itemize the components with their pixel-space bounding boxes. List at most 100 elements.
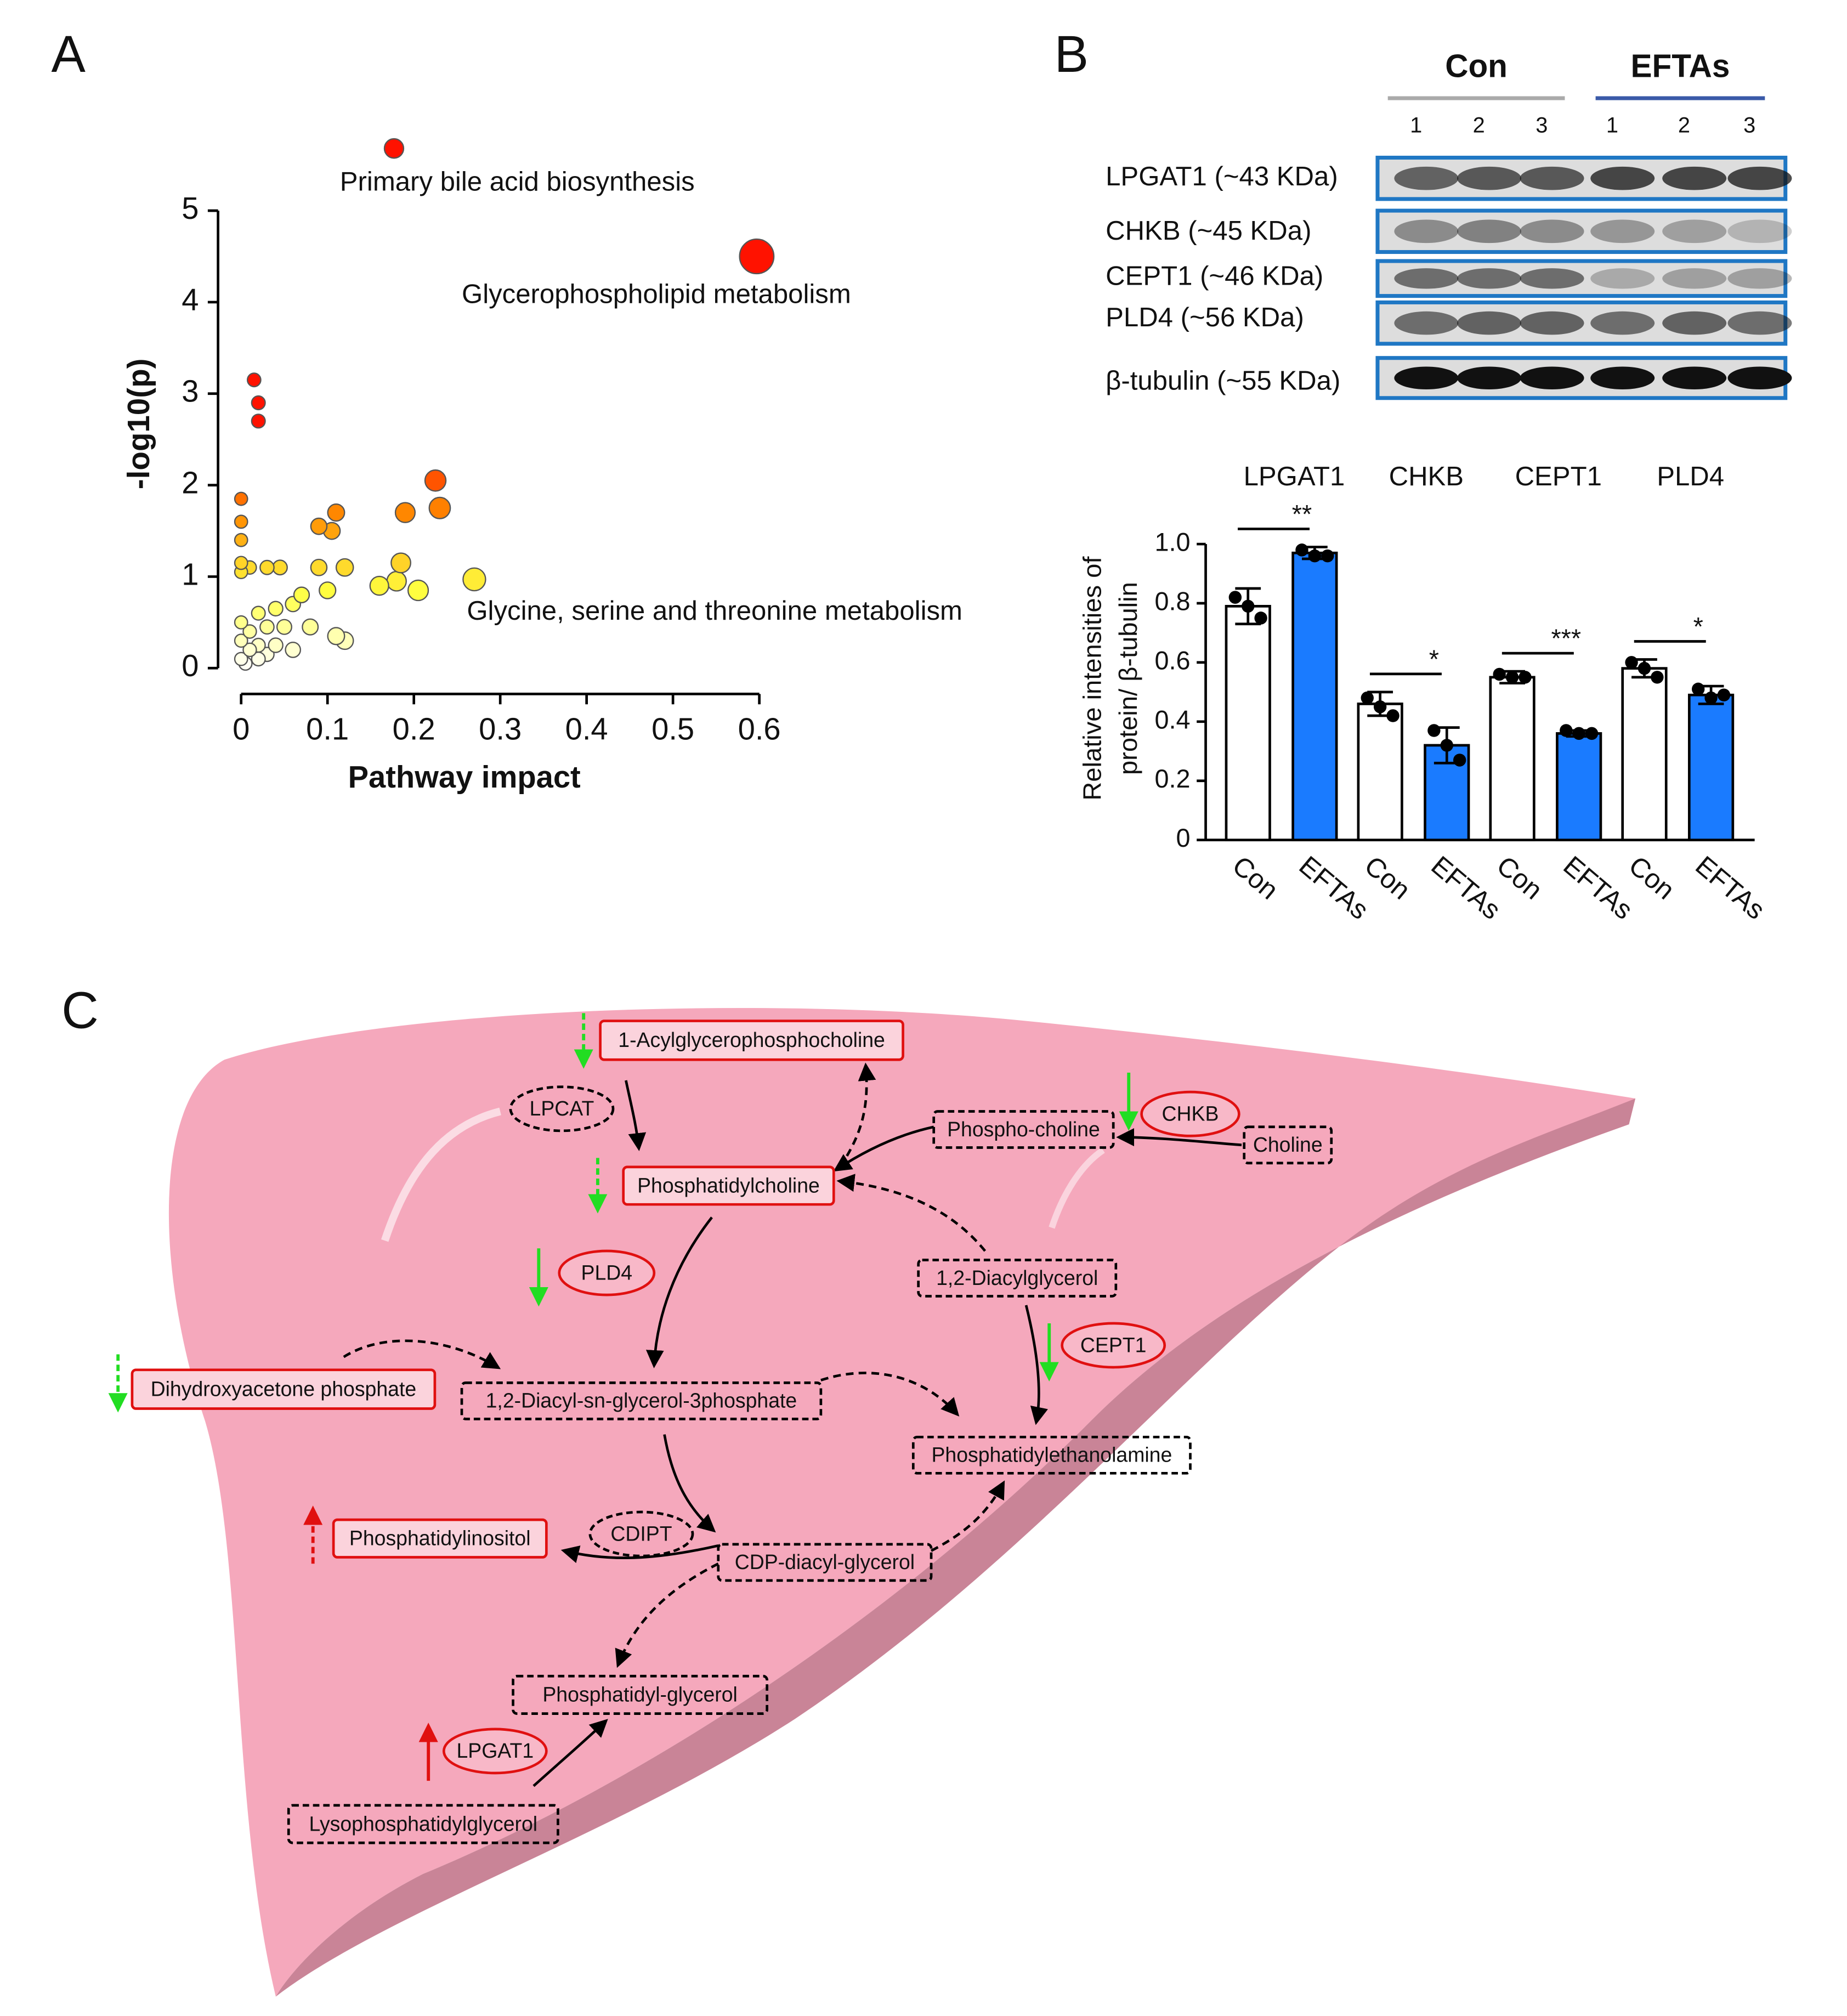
replicate-dot [1373,700,1387,713]
y-axis-title: protein/ β-tubulin [1113,582,1142,775]
pathway-point [407,579,429,602]
replicate-dot [1519,671,1532,684]
replicate-dot [1505,671,1519,684]
y-tick-label: 0.8 [1154,586,1190,615]
band [1662,219,1727,243]
y-tick-label: 2 [182,465,199,500]
node-label: CEPT1 [1080,1333,1147,1356]
pathway-point [310,517,328,535]
node-label: Dihydroxyacetone phosphate [151,1377,417,1400]
bar [1556,732,1602,842]
x-tick-label: 0.6 [738,711,781,746]
pathway-point [259,559,275,575]
node-label: 1,2-Diacyl-sn-glycerol-3phosphate [486,1389,797,1412]
lane-label: 1 [1410,113,1422,137]
node-label: Phosphatidylinositol [349,1526,531,1549]
pathway-point [424,469,447,492]
x-tick-label: EFTAs [1425,850,1506,925]
y-axis-title: Relative intensities of [1078,556,1107,801]
y-tick-label: 4 [182,282,199,317]
enzyme-node [509,1085,615,1132]
metabolite-node [599,1020,904,1061]
y-tick-label: 5 [182,191,199,225]
x-tick-label: 0.2 [393,711,435,746]
node-label: LPGAT1 [456,1739,534,1762]
replicate-dot [1361,691,1374,705]
replicate-dot [1295,543,1308,557]
y-tick-label: 0.6 [1154,645,1190,675]
metabolite-node [512,1674,768,1715]
band [1662,311,1727,335]
protein-label: CHKB (~45 KDa) [1106,216,1311,246]
y-tick-label: 3 [182,374,199,409]
panel-label: C [61,981,99,1039]
pathway-point [739,238,775,275]
node-label: Phosphatidylcholine [637,1174,820,1197]
replicate-dot [1427,724,1441,737]
metabolite-node [332,1518,548,1559]
metabolite-node [287,1804,559,1844]
x-tick-label: EFTAs [1557,850,1638,925]
node-label: Phospho-choline [947,1118,1100,1141]
x-tick-label: 0.4 [565,711,608,746]
node-label: LPCAT [530,1097,594,1120]
pathway-point [390,552,411,574]
replicate-dot [1254,611,1267,625]
replicate-dot [1308,549,1322,563]
pathway-point [234,533,248,547]
node-label: Choline [1253,1133,1323,1156]
y-tick-label: 1.0 [1154,527,1190,556]
band [1394,311,1459,335]
x-tick-label: 0.5 [651,711,694,746]
pathway-point [268,601,284,617]
band [1590,166,1655,190]
metabolite-node [1243,1125,1333,1165]
node-label: Phosphatidyl-glycerol [542,1683,738,1706]
blot-frame [1375,208,1788,254]
group-header: EFTAs [1631,48,1730,84]
significance-label: *** [1551,624,1581,653]
node-label: Phosphatidylethanolamine [931,1443,1172,1466]
lane-label: 2 [1678,113,1690,137]
replicate-dot [1638,661,1651,675]
replicate-dot [1493,667,1506,681]
x-tick-label: EFTAs [1690,850,1770,925]
replicate-dot [1717,688,1731,702]
band [1590,311,1655,335]
x-tick-label: 0.3 [479,711,522,746]
bar [1687,693,1735,842]
band [1662,166,1727,190]
replicate-dot [1691,682,1705,696]
liver [168,1008,1636,1997]
node-label: PLD4 [581,1261,633,1284]
y-tick-label: 0 [182,648,199,683]
y-tick-label: 0.4 [1154,705,1190,734]
protein-label: β-tubulin (~55 KDa) [1106,365,1340,395]
pathway-point [335,558,354,577]
pathway-point [293,586,310,604]
replicate-dot [1651,671,1664,684]
pathway-point [302,618,319,636]
band [1520,166,1584,190]
enzyme-node [442,1728,548,1775]
metabolite-node [917,1259,1118,1298]
band [1457,166,1521,190]
pathway-point [394,502,416,523]
bar [1489,676,1536,842]
replicate-dot [1585,727,1599,740]
pathway-point [242,642,257,658]
band [1727,219,1792,243]
x-tick-label: EFTAs [1294,850,1374,925]
enzyme-node [1061,1322,1166,1369]
y-tick-label: 1 [182,557,199,591]
replicate-dot [1440,739,1453,752]
pathway-point [285,641,302,658]
pathway-point [386,570,407,592]
pathway-arrows [343,1062,1242,1787]
pathway-point [276,619,292,635]
pathway-point [242,624,257,639]
pathway-point [251,605,266,621]
replicate-dot [1625,656,1638,669]
pathway-point [259,619,275,635]
group-label: CEPT1 [1515,461,1602,491]
